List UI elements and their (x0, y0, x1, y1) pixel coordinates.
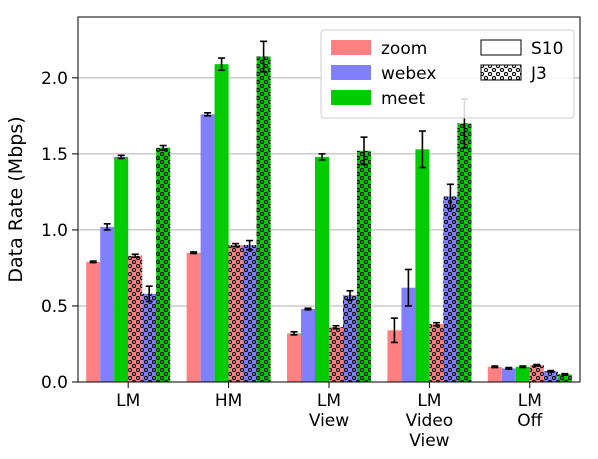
bar-meet-s10 (415, 149, 430, 382)
legend-label-s10: S10 (531, 39, 563, 59)
bar-meet-s10 (315, 156, 329, 382)
y-tick-label: 2.0 (41, 69, 68, 89)
bar-meet-j3-hatch (357, 150, 371, 382)
y-tick-label: 0.0 (41, 373, 68, 393)
bar-zoom-j3-hatch (429, 324, 444, 382)
y-tick-label: 1.5 (41, 145, 68, 165)
x-tick-label: LM View (309, 391, 349, 431)
legend-label-webex: webex (381, 64, 436, 84)
legend-swatch-zoom (331, 40, 371, 55)
x-tick-label-line: LM (417, 391, 441, 411)
bar-zoom-s10 (487, 366, 502, 382)
legend: zoom webex meet S10 J3 (320, 29, 575, 119)
x-tick-label-line: HM (215, 391, 242, 411)
y-axis-label: Data Rate (Mbps) (5, 116, 27, 282)
y-axis-ticks: 0.0 0.5 1.0 1.5 2.0 (41, 69, 78, 393)
bar-webex-j3-hatch (242, 245, 257, 382)
bar-meet-j3-hatch (557, 374, 572, 382)
legend-label-zoom: zoom (381, 39, 427, 59)
bar-webex-j3-hatch (343, 295, 357, 382)
bar-webex-s10 (100, 226, 115, 382)
bar-meet-s10 (214, 64, 229, 382)
bar-meet-s10 (515, 366, 530, 382)
bar-zoom-s10 (86, 261, 101, 382)
bar-meet-j3-hatch (156, 147, 171, 382)
legend-swatch-j3-hatch (481, 65, 521, 80)
bar-zoom-j3-hatch (329, 327, 343, 382)
bar-webex-s10 (200, 114, 215, 382)
bar-webex-s10 (301, 309, 315, 382)
x-tick-label-line: LM (317, 391, 341, 411)
bar-meet-s10 (114, 156, 129, 382)
legend-label-j3: J3 (530, 64, 547, 84)
x-tick-label-line: View (309, 411, 349, 431)
error-bars (89, 40, 569, 376)
bar-zoom-j3-hatch (128, 255, 143, 382)
x-tick-label: LM Video View (406, 391, 454, 451)
legend-swatch-webex (331, 65, 371, 80)
y-tick-label: 0.5 (41, 297, 68, 317)
bar-webex-j3-hatch (142, 293, 157, 382)
bar-zoom-j3-hatch (529, 365, 544, 382)
bars (86, 56, 572, 383)
x-tick-label-line: Off (517, 411, 543, 431)
bar-zoom-s10 (186, 252, 201, 382)
legend-swatch-s10 (480, 39, 522, 56)
x-tick-label: LM Off (517, 391, 543, 431)
x-tick-label: HM (215, 391, 242, 411)
legend-swatch-meet (331, 90, 371, 105)
bar-webex-j3-hatch (443, 196, 458, 382)
bar-webex-s10 (501, 368, 516, 382)
y-tick-label: 1.0 (41, 221, 68, 241)
x-tick-label-line: LM (116, 391, 140, 411)
bar-webex-s10 (401, 287, 416, 382)
bar-meet-j3-hatch (457, 123, 472, 382)
x-tick-label-line: LM (518, 391, 542, 411)
x-tick-label-line: View (409, 431, 449, 451)
bar-zoom-j3-hatch (228, 245, 243, 382)
x-tick-label-line: Video (406, 411, 454, 431)
bar-meet-j3-hatch (256, 56, 271, 383)
legend-label-meet: meet (381, 89, 425, 109)
x-tick-label: LM (116, 391, 140, 411)
bar-webex-j3-hatch (543, 371, 558, 382)
bar-zoom-s10 (287, 333, 301, 382)
